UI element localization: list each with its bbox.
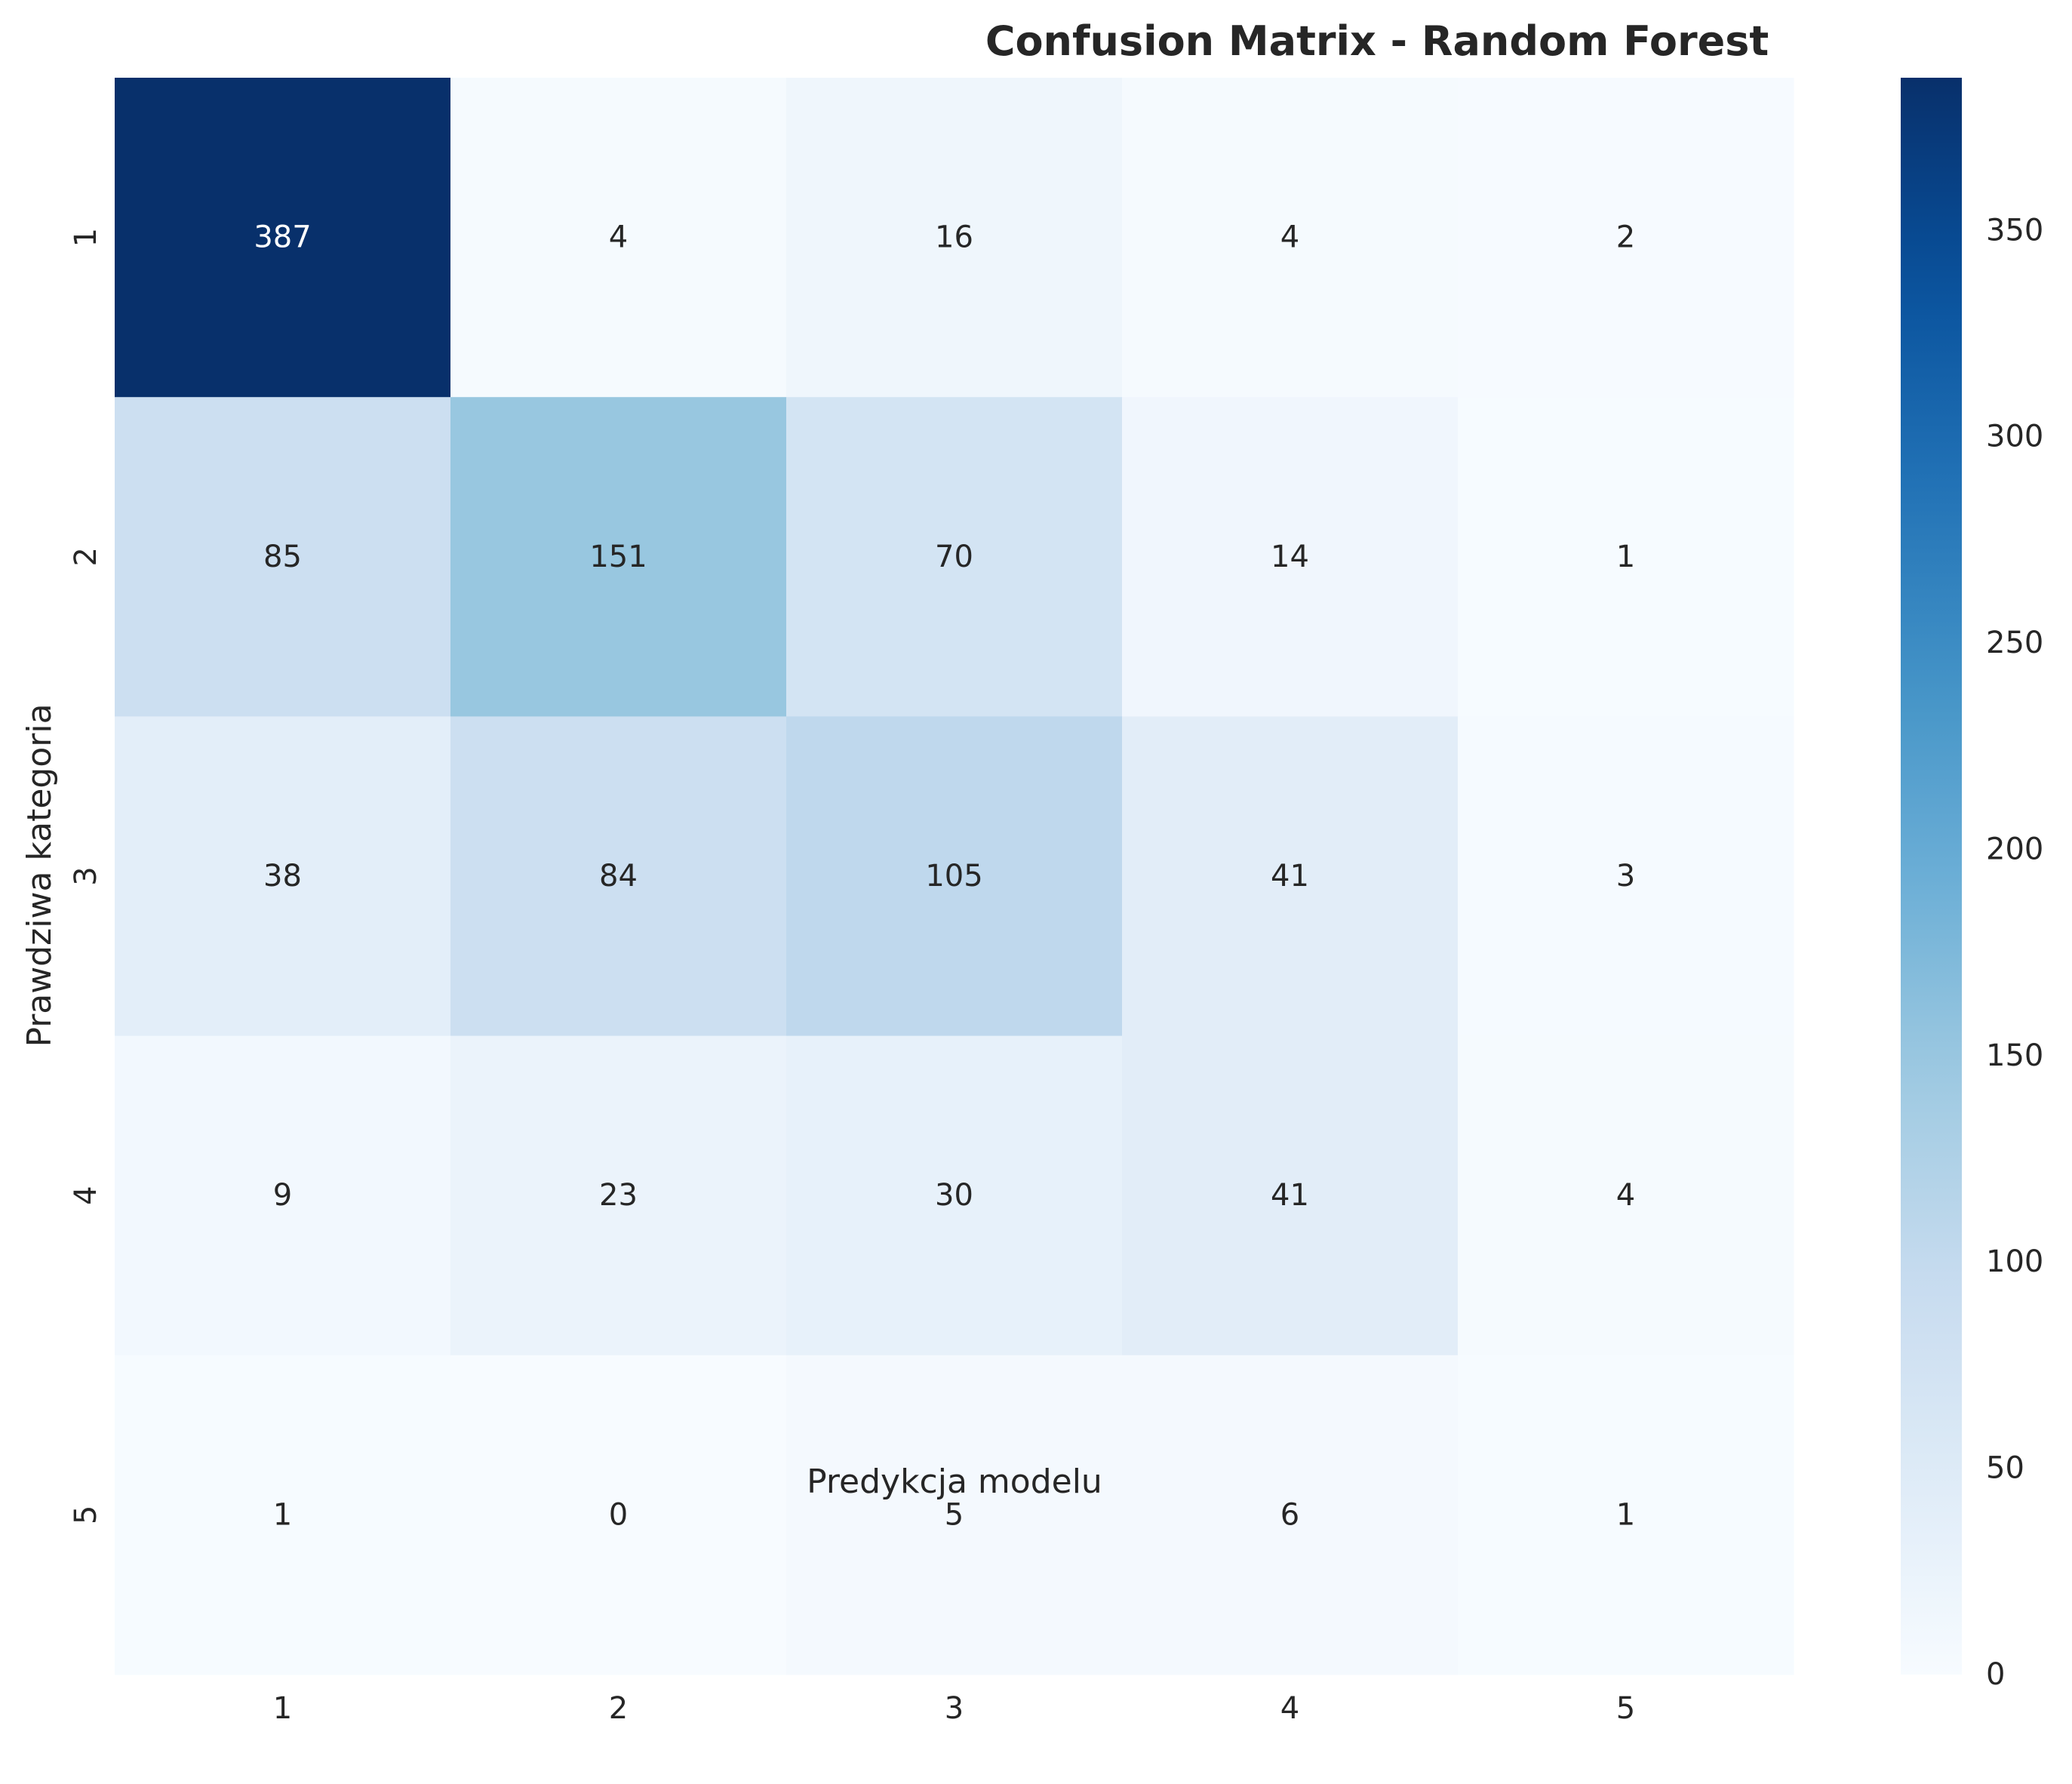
cell-value-r2-c4: 14 — [1271, 540, 1309, 574]
cell-value-r3-c3: 105 — [925, 859, 982, 894]
colorbar-tick-label-2: 50 — [1986, 1451, 2024, 1486]
cell-value-r2-c2: 151 — [589, 540, 647, 574]
colorbar-ticks: 0 50 100 150 200 250 300 350 — [1986, 213, 2043, 1692]
cell-value-r2-c1: 85 — [263, 540, 302, 574]
heatmap-cell-r1-c4 — [1122, 78, 1459, 398]
heatmap-cell-r4-c4 — [1122, 1035, 1459, 1356]
heatmap-cell-r2-c4 — [1122, 397, 1459, 717]
x-tick-label-1: 1 — [273, 1691, 292, 1726]
cell-value-r3-c5: 3 — [1616, 859, 1635, 894]
cell-value-r4-c1: 9 — [273, 1178, 292, 1213]
heatmap-cell-r4-c2 — [450, 1035, 787, 1356]
heatmap-cell-r2-c2 — [450, 397, 787, 717]
y-tick-labels: 1 2 3 4 5 — [69, 228, 103, 1524]
heatmap-annotations: 387 4 16 4 285 151 70 14 138 84 105 41 39 23 30 41 41 0 5 6… — [254, 220, 1635, 1533]
heatmap-cell-r3-c1 — [115, 716, 451, 1037]
heatmap-cell-r4-c1 — [115, 1035, 451, 1356]
heatmap-cell-r2-c3 — [786, 397, 1123, 717]
cell-value-r1-c1: 387 — [254, 220, 311, 255]
heatmap-cell-r3-c5 — [1458, 716, 1794, 1037]
heatmap-cell-r2-c5 — [1458, 397, 1794, 717]
heatmap-cell-r1-c2 — [450, 78, 787, 398]
heatmap-cell-r3-c3 — [786, 716, 1123, 1037]
cell-value-r3-c1: 38 — [263, 859, 302, 894]
colorbar-tick-label-4: 150 — [1986, 1038, 2043, 1073]
chart-title: Confusion Matrix - Random Forest — [985, 17, 1769, 65]
heatmap-cell-r3-c4 — [1122, 716, 1459, 1037]
cell-value-r2-c3: 70 — [935, 540, 973, 574]
heatmap-cell-r1-c3 — [786, 78, 1123, 398]
heatmap-cell-r5-c3 — [786, 1355, 1123, 1675]
x-tick-labels: 1 2 3 4 5 — [273, 1691, 1635, 1726]
heatmap-cells — [115, 78, 1794, 1675]
colorbar-tick-label-8: 350 — [1986, 213, 2043, 248]
colorbar — [1901, 78, 1962, 1675]
cell-value-r5-c2: 0 — [609, 1497, 628, 1532]
heatmap-cell-r5-c5 — [1458, 1355, 1794, 1675]
heatmap-cell-r1-c5 — [1458, 78, 1794, 398]
cell-value-r3-c4: 41 — [1271, 859, 1309, 894]
cell-value-r5-c1: 1 — [273, 1497, 292, 1532]
cell-value-r4-c4: 41 — [1271, 1178, 1309, 1213]
colorbar-tick-label-5: 200 — [1986, 832, 2043, 866]
heatmap-cell-r2-c1 — [115, 397, 451, 717]
x-tick-label-5: 5 — [1616, 1691, 1635, 1726]
heatmap-cell-r4-c3 — [786, 1035, 1123, 1356]
y-tick-label-3: 3 — [69, 866, 103, 885]
cell-value-r4-c3: 30 — [935, 1178, 973, 1213]
y-tick-label-4: 4 — [69, 1186, 103, 1204]
y-tick-label-1: 1 — [69, 228, 103, 247]
y-axis-label: Prawdziwa kategoria — [20, 703, 59, 1047]
colorbar-tick-label-6: 250 — [1986, 626, 2043, 660]
heatmap-cell-r5-c4 — [1122, 1355, 1459, 1675]
cell-value-r1-c5: 2 — [1616, 220, 1635, 255]
cell-value-r4-c2: 23 — [599, 1178, 638, 1213]
colorbar-tick-label-3: 100 — [1986, 1244, 2043, 1279]
cell-value-r3-c2: 84 — [599, 859, 638, 894]
heatmap-cell-r4-c5 — [1458, 1035, 1794, 1356]
cell-value-r1-c2: 4 — [609, 220, 628, 255]
x-tick-label-3: 3 — [945, 1691, 964, 1726]
y-tick-label-5: 5 — [69, 1506, 103, 1524]
x-tick-label-2: 2 — [609, 1691, 628, 1726]
cell-value-r1-c3: 16 — [935, 220, 973, 255]
x-axis-label: Predykcja modelu — [807, 1463, 1102, 1501]
cell-value-r1-c4: 4 — [1280, 220, 1299, 255]
cell-value-r5-c5: 1 — [1616, 1497, 1635, 1532]
cell-value-r5-c3: 5 — [945, 1497, 964, 1532]
y-tick-label-2: 2 — [69, 547, 103, 566]
heatmap-cell-r5-c1 — [115, 1355, 451, 1675]
heatmap-cell-r5-c2 — [450, 1355, 787, 1675]
cell-value-r5-c4: 6 — [1280, 1497, 1299, 1532]
colorbar-tick-label-7: 300 — [1986, 420, 2043, 454]
colorbar-tick-label-1: 0 — [1986, 1657, 2005, 1692]
cell-value-r2-c5: 1 — [1616, 540, 1635, 574]
cell-value-r4-c5: 4 — [1616, 1178, 1635, 1213]
heatmap-cell-r3-c2 — [450, 716, 787, 1037]
heatmap-cell-r1-c1 — [115, 78, 451, 398]
x-tick-label-4: 4 — [1280, 1691, 1299, 1726]
